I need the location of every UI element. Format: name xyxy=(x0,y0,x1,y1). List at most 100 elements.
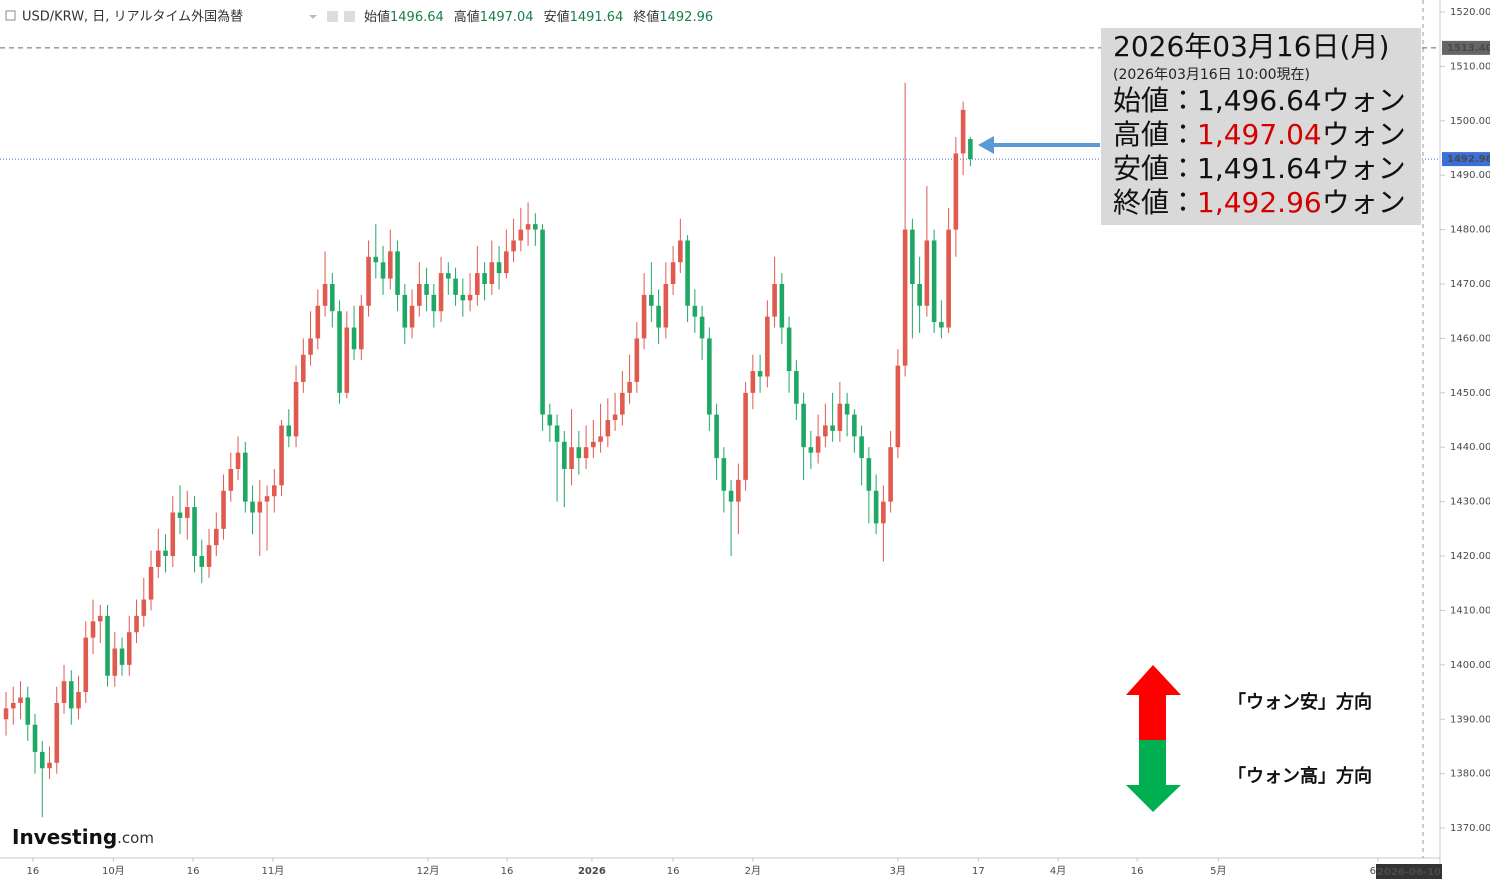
candle-body xyxy=(554,425,560,442)
info-label: 終値： xyxy=(1113,186,1197,219)
candle-body xyxy=(707,338,712,415)
candle-body xyxy=(395,251,400,295)
candle-body xyxy=(170,512,176,557)
candle-body xyxy=(10,702,16,709)
dropdown-icon[interactable] xyxy=(309,15,317,19)
candle-body xyxy=(591,441,596,448)
y-tick-label: 1440.00 xyxy=(1450,442,1490,453)
info-unit: ウォン xyxy=(1322,152,1406,185)
candle-body xyxy=(844,403,850,415)
y-tick-label: 1390.00 xyxy=(1450,714,1490,725)
candle-body xyxy=(801,403,806,448)
x-tick-label: 3月 xyxy=(890,865,906,877)
info-label: 安値： xyxy=(1113,152,1197,185)
candle-body xyxy=(293,381,299,437)
x-tick-label: 16 xyxy=(1131,866,1144,877)
candle-body xyxy=(18,697,23,703)
candle-body xyxy=(924,240,930,306)
candle-body xyxy=(489,262,495,285)
candle-body xyxy=(895,365,901,448)
candle-body xyxy=(264,496,270,502)
x-tick-label: 17 xyxy=(972,866,985,877)
header-label: 高値 xyxy=(454,9,480,25)
candle-body xyxy=(213,528,219,546)
y-tick-label: 1370.00 xyxy=(1450,823,1490,834)
candle-body xyxy=(279,425,284,486)
candle-body xyxy=(126,632,132,665)
candle-body xyxy=(511,240,516,252)
logo-brand: Investing xyxy=(12,825,117,849)
candle-body xyxy=(598,436,603,442)
y-tick-label: 1520.00 xyxy=(1450,7,1490,18)
candle-body xyxy=(228,468,234,491)
candle-body xyxy=(750,371,756,393)
y-tick-label: 1510.00 xyxy=(1450,61,1490,72)
candle-body xyxy=(330,284,335,312)
candle-body xyxy=(910,229,915,285)
candle-body xyxy=(699,316,705,339)
y-tick-label: 1430.00 xyxy=(1450,497,1490,508)
logo: Investing.com xyxy=(12,825,154,849)
header-label: 安値 xyxy=(544,9,570,25)
candle-body xyxy=(76,692,81,709)
candle-body xyxy=(460,294,466,301)
candle-body xyxy=(888,447,893,502)
candle-body xyxy=(504,251,509,274)
header-label: 始値 xyxy=(364,9,390,25)
candle-body xyxy=(32,724,38,752)
candle-body xyxy=(881,501,886,524)
candle-body xyxy=(823,425,828,437)
candle-body xyxy=(518,229,524,241)
candle-body xyxy=(779,284,785,328)
candle-body xyxy=(163,550,168,557)
candle-body xyxy=(373,256,379,263)
collapse-icon[interactable] xyxy=(5,10,16,21)
y-tick-label: 1480.00 xyxy=(1450,225,1490,236)
candle-body xyxy=(366,256,371,306)
plot xyxy=(0,47,1440,818)
candle-body xyxy=(446,273,451,279)
y-tick-label: 1380.00 xyxy=(1450,769,1490,780)
candle-body xyxy=(221,490,226,529)
candle-body xyxy=(641,294,647,339)
candle-body xyxy=(39,751,45,769)
info-unit: ウォン xyxy=(1322,84,1406,117)
candle-body xyxy=(402,294,408,328)
header-value: 1491.64 xyxy=(570,10,624,25)
header-value: 1492.96 xyxy=(659,10,713,25)
info-row: 終値：1,492.96ウォン xyxy=(1113,186,1406,219)
candle-body xyxy=(286,425,292,437)
crosshair-label-box xyxy=(1376,864,1442,879)
y-tick-label: 1450.00 xyxy=(1450,388,1490,399)
settings-icon[interactable] xyxy=(344,11,355,22)
x-tick-label: 12月 xyxy=(417,865,440,877)
candle-body xyxy=(148,566,154,600)
candle-body xyxy=(714,414,719,459)
candle-body xyxy=(112,648,118,676)
candle-body xyxy=(728,490,734,502)
candle-body xyxy=(772,284,777,317)
candle-body xyxy=(242,452,248,502)
info-row: 始値：1,496.64ウォン xyxy=(1113,84,1406,117)
candle-body xyxy=(692,305,698,317)
candle-body xyxy=(83,637,89,693)
candle-body xyxy=(634,338,640,382)
candle-body xyxy=(192,507,197,557)
y-tick-label: 1410.00 xyxy=(1450,605,1490,616)
candle-body xyxy=(475,273,480,295)
legend-up-label: 「ウォン安」方向 xyxy=(1228,691,1372,713)
eye-icon[interactable] xyxy=(327,11,338,22)
header-label: 終値 xyxy=(633,9,659,25)
pointer-arrow-head xyxy=(978,136,994,154)
candle-body xyxy=(917,284,922,306)
y-tick-label: 1460.00 xyxy=(1450,333,1490,344)
candle-body xyxy=(105,615,110,676)
candle-body xyxy=(257,501,263,513)
candle-body xyxy=(68,681,74,709)
price-label-box xyxy=(1442,152,1490,167)
candle-body xyxy=(569,447,574,469)
y-tick-label: 1500.00 xyxy=(1450,116,1490,127)
header-values-text: 始値1496.64 高値1497.04 安値1491.64 終値1492.96 xyxy=(364,9,713,25)
candle-body xyxy=(808,447,814,453)
candle-body xyxy=(61,681,67,703)
